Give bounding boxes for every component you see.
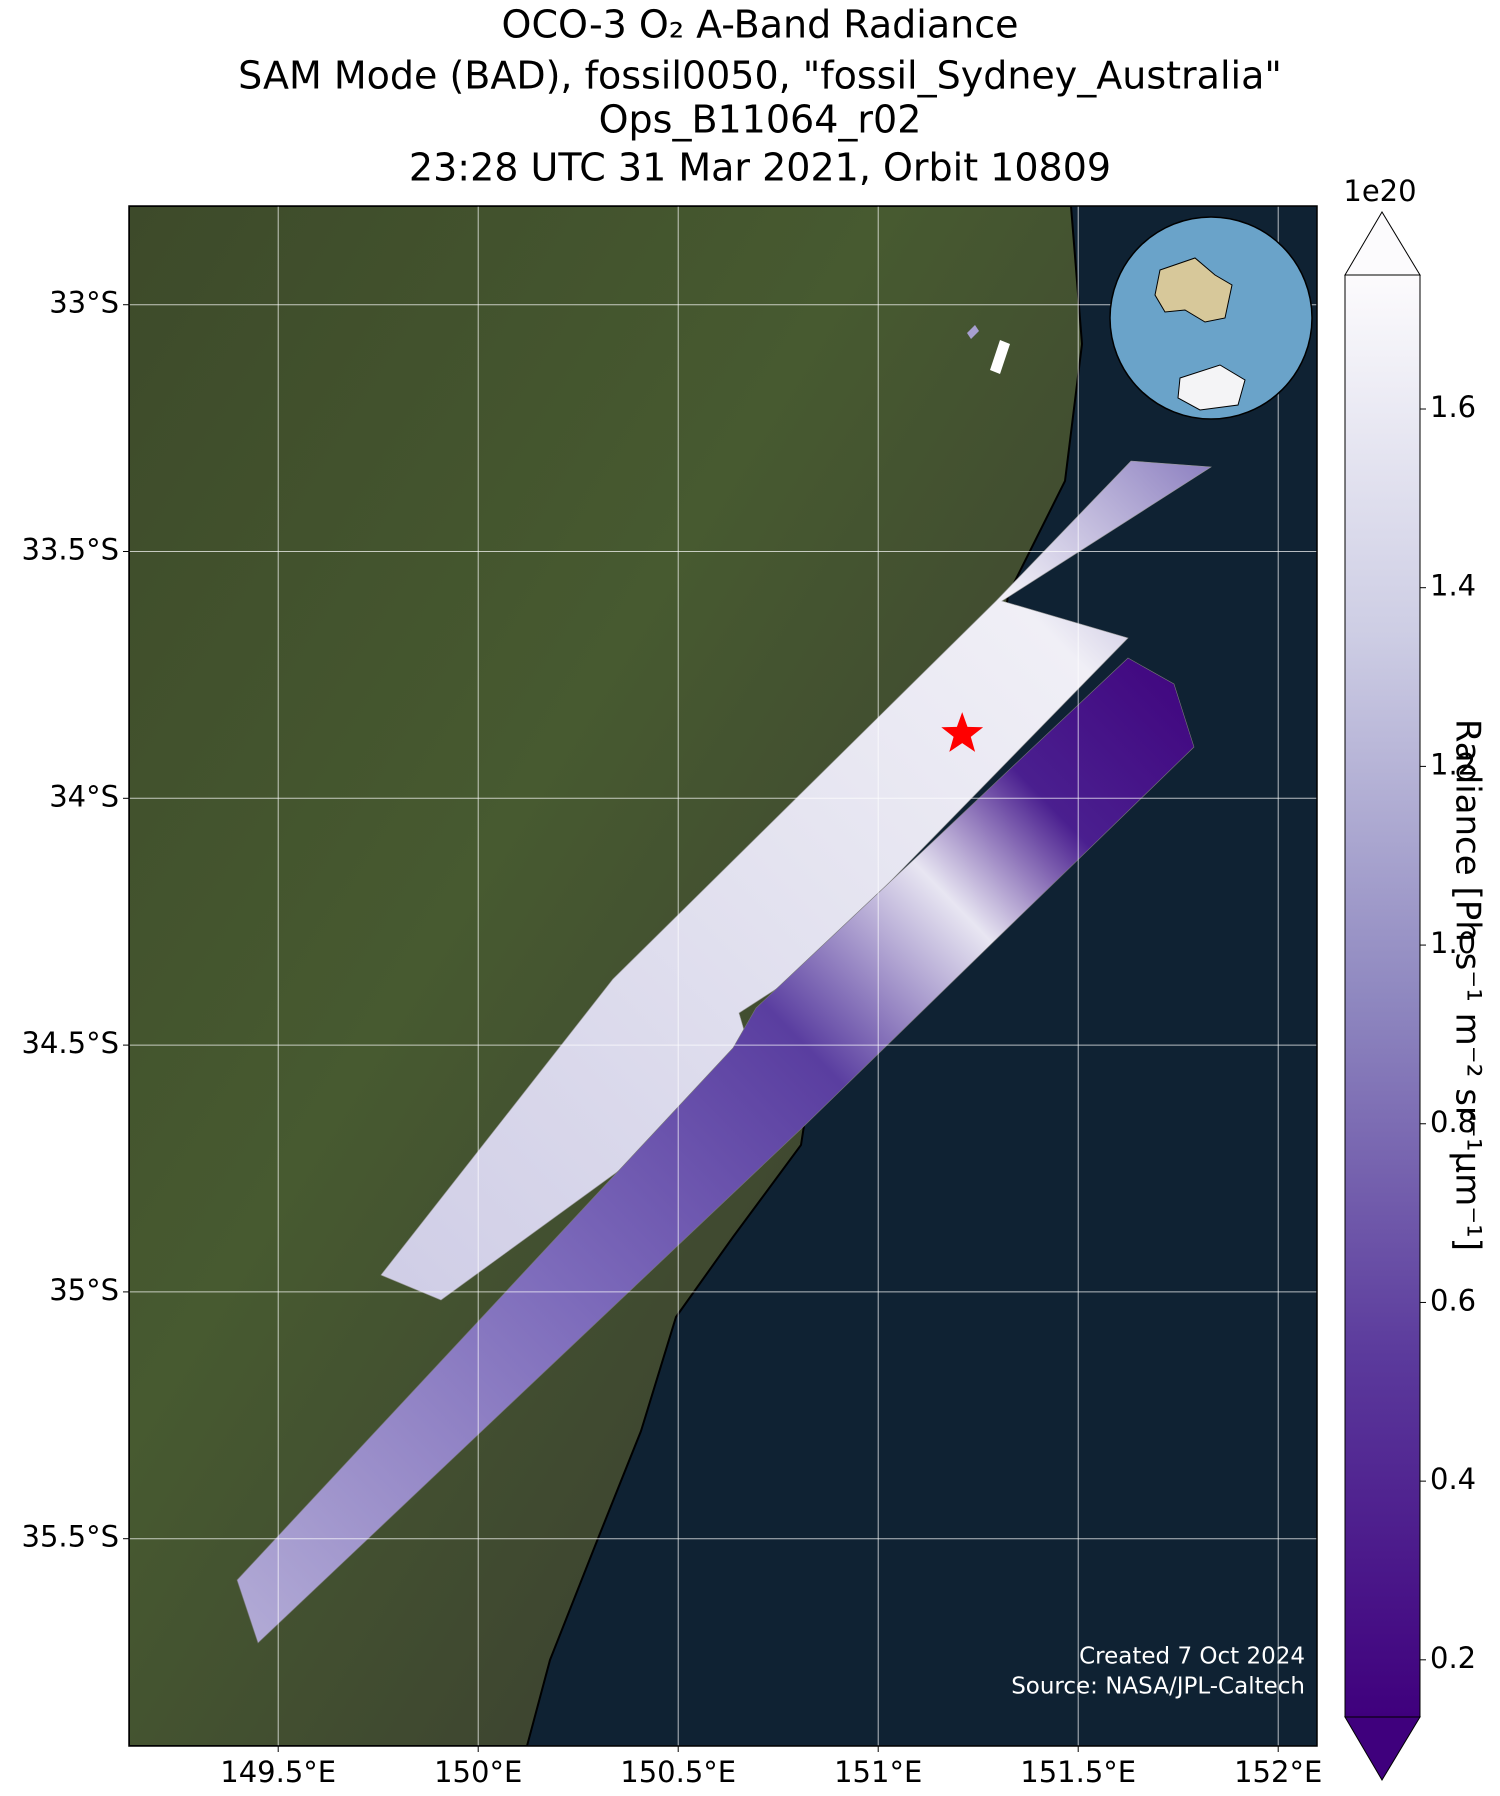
colorbar-extend bbox=[1344, 1716, 1421, 1781]
map bbox=[129, 206, 1317, 1746]
colorbar-tick-label: 1.2 bbox=[1430, 747, 1476, 781]
title-line: OCO-3 O₂ A-Band Radiance bbox=[502, 3, 1019, 47]
colorbar-tick-label: 1.0 bbox=[1430, 926, 1476, 960]
title-line: Ops_B11064_r02 bbox=[599, 98, 922, 142]
colorbar-tick-label: 1.6 bbox=[1430, 390, 1476, 424]
target-star bbox=[941, 712, 984, 752]
colorbar-tick-label: 1.4 bbox=[1430, 569, 1476, 603]
y-tick-label: 35.5°S bbox=[22, 1520, 119, 1554]
y-tick-label: 33.5°S bbox=[22, 533, 119, 567]
colorbar-tick-label: 0.8 bbox=[1430, 1105, 1476, 1139]
x-tick-label: 152°E bbox=[1234, 1755, 1322, 1789]
credit: Source: NASA/JPL-Caltech bbox=[1011, 1674, 1305, 1700]
y-tick-label: 34.5°S bbox=[22, 1026, 119, 1060]
x-tick-label: 151°E bbox=[834, 1755, 922, 1789]
title-line: 23:28 UTC 31 Mar 2021, Orbit 10809 bbox=[409, 146, 1111, 190]
x-tick-label: 150.5°E bbox=[620, 1755, 736, 1789]
swath-fragment bbox=[967, 325, 979, 339]
y-tick-label: 35°S bbox=[49, 1273, 119, 1307]
antarctica bbox=[1177, 364, 1246, 411]
target-layer bbox=[941, 712, 984, 752]
y-tick-label: 34°S bbox=[49, 779, 119, 813]
swath-fragment bbox=[990, 340, 1010, 374]
x-tick-label: 149.5°E bbox=[220, 1755, 336, 1789]
colorbar-label: Radiance [Ph s⁻¹ m⁻² sr⁻¹µm⁻¹] bbox=[1448, 719, 1488, 1251]
y-tick-label: 33°S bbox=[49, 286, 119, 320]
colorbar-tick-label: 0.6 bbox=[1430, 1283, 1476, 1317]
inset-globe bbox=[1109, 216, 1313, 420]
x-tick-label: 150°E bbox=[434, 1755, 522, 1789]
colorbar-tick-label: 0.4 bbox=[1430, 1462, 1476, 1496]
colorbar-extend bbox=[1344, 211, 1421, 276]
continent bbox=[1154, 257, 1233, 323]
swath bbox=[236, 657, 1195, 1644]
colorbar-offset: 1e20 bbox=[1343, 174, 1416, 208]
plot-frame bbox=[128, 205, 1318, 1747]
colorbar-frame bbox=[1344, 274, 1421, 1718]
title-line: SAM Mode (BAD), fossil0050, "fossil_Sydn… bbox=[238, 54, 1282, 98]
colorbar-fill bbox=[1345, 275, 1420, 1717]
colorbar-tick-label: 0.2 bbox=[1430, 1641, 1476, 1675]
credit: Created 7 Oct 2024 bbox=[1079, 1644, 1305, 1670]
colorbar: 1e20 Radiance [Ph s⁻¹ m⁻² sr⁻¹µm⁻¹] bbox=[1343, 174, 1488, 1781]
x-tick-label: 151.5°E bbox=[1020, 1755, 1136, 1789]
